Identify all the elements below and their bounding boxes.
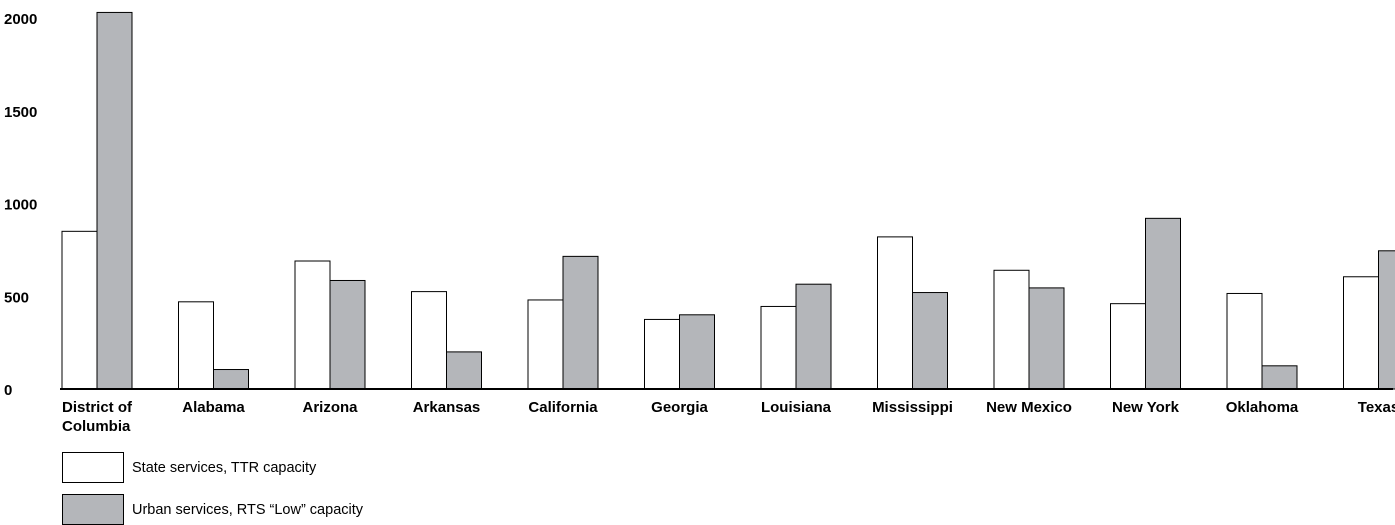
bar-texas-state-services	[1343, 276, 1379, 390]
x-tick-label-alabama: Alabama	[182, 399, 245, 416]
x-axis-tick-labels: District of Columbia Alabama Arizona Arkansa…	[62, 399, 1395, 435]
bar-arkansas-urban-services	[446, 351, 482, 390]
bar-arizona-state-services	[294, 260, 331, 390]
x-tick-label-texas: Texas	[1358, 399, 1395, 416]
bar-district-of-columbia-state-services	[61, 230, 98, 390]
bar-oklahoma-state-services	[1226, 292, 1263, 390]
bar-oklahoma-urban-services	[1261, 365, 1298, 390]
legend-swatch-state-services	[62, 452, 124, 483]
bar-mississippi-urban-services	[912, 292, 948, 390]
x-tick-label-arizona: Arizona	[302, 399, 358, 416]
x-tick-label-district-of-columbia: District of Columbia	[62, 399, 133, 435]
x-tick-label-california: California	[528, 399, 598, 416]
bar-louisiana-urban-services	[795, 283, 832, 390]
bar-district-of-columbia-urban-services	[96, 11, 133, 390]
bar-california-state-services	[527, 299, 564, 390]
bar-new-mexico-state-services	[993, 269, 1030, 390]
x-tick-label-arkansas: Arkansas	[413, 399, 481, 416]
bar-arkansas-state-services	[411, 291, 447, 390]
y-axis-tick-labels: 0 500 1000 1500 2000	[4, 11, 37, 399]
bar-new-york-urban-services	[1145, 217, 1181, 390]
bar-louisiana-state-services	[760, 305, 797, 390]
bar-new-mexico-urban-services	[1028, 287, 1065, 390]
bar-arizona-urban-services	[329, 279, 366, 390]
x-tick-label-new-york: New York	[1112, 399, 1180, 416]
y-tick-label-2000: 2000	[4, 11, 37, 28]
x-tick-label-mississippi: Mississippi	[872, 399, 953, 416]
y-tick-label-500: 500	[4, 289, 29, 306]
bar-california-urban-services	[562, 255, 599, 390]
y-tick-label-1500: 1500	[4, 104, 37, 121]
x-tick-label-new-mexico: New Mexico	[986, 399, 1072, 416]
bar-georgia-urban-services	[679, 314, 715, 390]
legend-label-state-services: State services, TTR capacity	[132, 459, 317, 476]
y-tick-label-0: 0	[4, 382, 12, 399]
bar-alabama-state-services	[178, 301, 214, 390]
bars	[61, 11, 1395, 390]
bar-mississippi-state-services	[877, 236, 913, 390]
legend-swatch-urban-services	[62, 494, 124, 525]
x-tick-label-oklahoma: Oklahoma	[1226, 399, 1299, 416]
bar-georgia-state-services	[644, 318, 680, 390]
y-tick-label-1000: 1000	[4, 197, 37, 214]
legend-label-urban-services: Urban services, RTS “Low” capacity	[132, 501, 364, 518]
legend-item-urban-services: Urban services, RTS “Low” capacity	[62, 494, 363, 525]
bar-texas-urban-services	[1378, 250, 1395, 390]
x-tick-label-louisiana: Louisiana	[761, 399, 832, 416]
bar-chart: 0 500 1000 1500 2000 District of Columbia Alab…	[4, 11, 1395, 435]
x-tick-label-georgia: Georgia	[651, 399, 708, 416]
legend-item-state-services: State services, TTR capacity	[62, 452, 316, 483]
bar-new-york-state-services	[1110, 303, 1146, 390]
bar-alabama-urban-services	[213, 369, 249, 390]
